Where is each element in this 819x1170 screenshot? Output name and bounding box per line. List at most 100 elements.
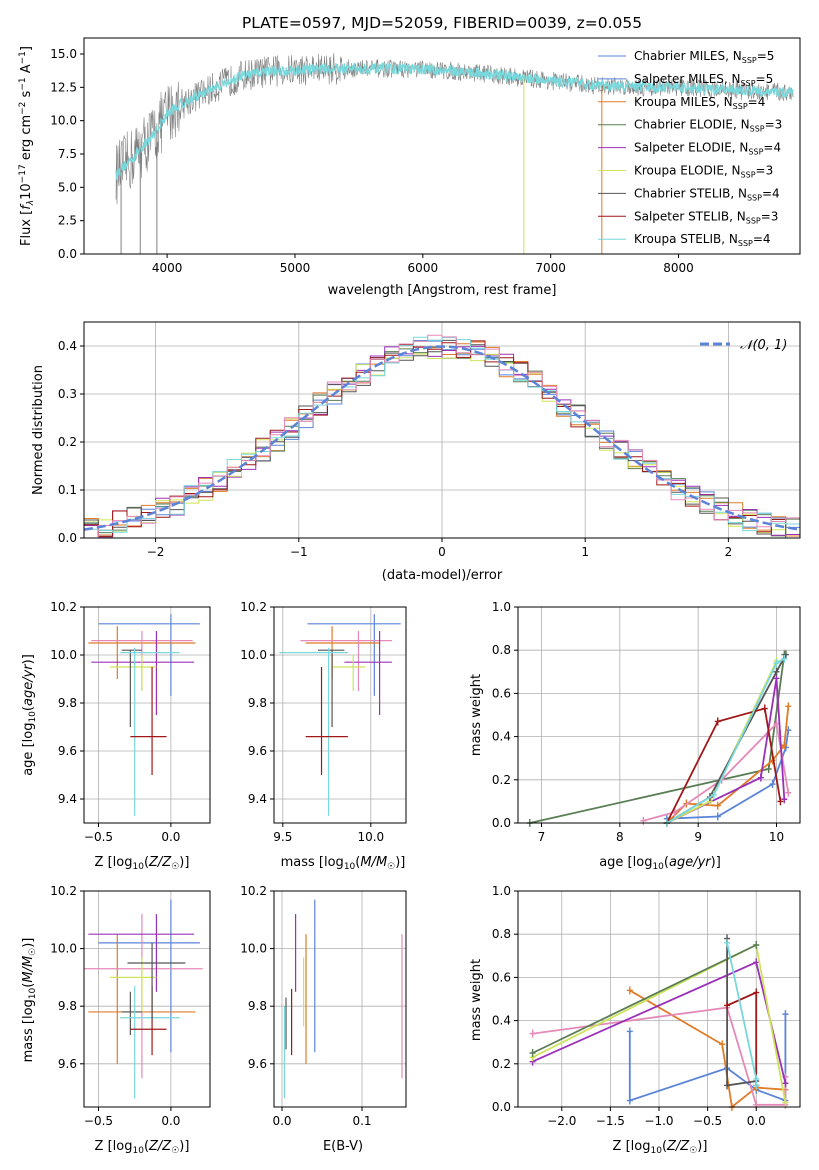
weight-point-marker: [773, 667, 780, 676]
spectrum-ytick-label: 10.0: [50, 114, 77, 128]
residuals-panel: −2 −1 0 1 2 0.0 0.1 0.2 0.3 0.4 (data-model)/erro…: [31, 321, 801, 583]
panel-ytick-label: 10.2: [240, 884, 267, 898]
panel-ytick-label: 0.4: [492, 730, 511, 744]
weight-vs-age-panel: 7 8 9 10 0.0 0.2 0.4 0.6 0.8 1.0: [492, 600, 801, 844]
panel-ytick-label: 10.0: [240, 942, 267, 956]
spectrum-legend: Chabrier MILES, NSSP=5 Salpeter MILES, NS…: [598, 49, 782, 248]
weight-point-marker: [626, 1027, 633, 1036]
weight-point-marker: [529, 1029, 536, 1038]
weight-point-marker: [781, 795, 788, 804]
legend-label: Salpeter MILES, NSSP=5: [634, 72, 773, 88]
panel-ytick-label: 9.4: [248, 792, 267, 806]
weight-series-line: [532, 944, 757, 1054]
weight-point-marker: [724, 938, 731, 947]
panel-ytick-label: 0.6: [492, 970, 511, 984]
weight-point-marker: [724, 1001, 731, 1010]
residuals-xtick-label: 2: [725, 545, 733, 559]
panel-ytick-label: 9.8: [248, 696, 267, 710]
age-vs-Z-ylabel: age [log10(age/yr)]: [21, 654, 38, 776]
weight-point-marker: [753, 1081, 760, 1090]
spectrum-ytick-label: 0.0: [58, 247, 77, 261]
weight-point-marker: [753, 941, 760, 949]
age-vs-mass-panel: 9.5 10.0 9.4 9.6 9.8 10.0 10.2: [240, 600, 407, 844]
weight-point-marker: [714, 717, 721, 726]
legend-label: Salpeter ELODIE, NSSP=4: [634, 141, 781, 157]
panel-ytick-label: 0.0: [492, 1100, 511, 1114]
weight-point-marker: [714, 812, 721, 821]
spectrum-plot-area: [115, 53, 794, 254]
mass-vs-Z-panel: −0.5 0.0 9.6 9.8 10.0 10.2: [50, 884, 211, 1128]
panel-xtick-label: 10: [769, 830, 784, 844]
weight-vs-age-ylabel: mass weight: [469, 674, 484, 756]
legend-label: Chabrier MILES, NSSP=5: [634, 49, 774, 65]
spectrum-xtick-label: 5000: [280, 261, 311, 275]
panel-frame: [83, 606, 211, 824]
panel-ytick-label: 10.2: [50, 600, 77, 614]
panel-ytick-label: 0.2: [492, 773, 511, 787]
weight-point-marker: [782, 1098, 789, 1107]
normal-curve: [83, 345, 801, 531]
weight-point-marker: [777, 797, 784, 806]
spectrum-frame: [83, 37, 801, 255]
residual-histogram: [84, 334, 800, 539]
weight-series-line: [666, 678, 786, 824]
spectrum-ytick-label: 2.5: [58, 214, 77, 228]
residual-histogram: [84, 345, 800, 538]
spectrum-xtick-label: 7000: [535, 261, 566, 275]
residuals-xtick-label: 0: [438, 545, 446, 559]
legend-label: Kroupa MILES, NSSP=4: [634, 95, 765, 111]
panel-xtick-label: 0.1: [352, 1114, 371, 1128]
weight-point-marker: [714, 801, 721, 810]
spectrum-model-line: [115, 61, 794, 181]
panel-frame: [517, 606, 801, 824]
weight-point-marker: [781, 654, 788, 663]
legend-label: Chabrier ELODIE, NSSP=3: [634, 118, 782, 134]
panel-frame: [273, 890, 407, 1108]
weight-point-marker: [781, 741, 788, 750]
spectrum-ytick-label: 12.5: [50, 80, 77, 94]
weight-series-line: [666, 658, 785, 824]
residuals-ytick-label: 0.4: [58, 339, 77, 353]
residuals-xlabel: (data-model)/error: [382, 568, 503, 583]
panel-ytick-label: 10.2: [240, 600, 267, 614]
weight-point-marker: [640, 816, 647, 825]
normal-legend-label: 𝒩(0, 1): [740, 338, 787, 353]
legend-label: Kroupa STELIB, NSSP=4: [634, 232, 771, 248]
panel-ytick-label: 9.6: [248, 1057, 267, 1071]
panel-ytick-label: 10.0: [50, 942, 77, 956]
spectrum-xtick-label: 4000: [152, 261, 183, 275]
spectrum-xlabel: wavelength [Angstrom, rest frame]: [328, 283, 557, 298]
panel-ytick-label: 0.8: [492, 643, 511, 657]
panel-xtick-label: 0.0: [161, 1114, 180, 1128]
weight-vs-age-xlabel: age [log10(age/yr)]: [599, 855, 721, 872]
residuals-ytick-label: 0.0: [58, 531, 77, 545]
weight-vs-Z-xlabel: Z [log10(Z/Z☉)]: [613, 1139, 708, 1156]
residuals-ylabel: Normed distribution: [31, 365, 46, 495]
spectrum-ytick-label: 7.5: [58, 147, 77, 161]
weight-vs-Z-ylabel: mass weight: [469, 959, 484, 1041]
panel-ytick-label: 9.8: [58, 696, 77, 710]
residuals-ytick-label: 0.1: [58, 483, 77, 497]
panel-ytick-label: 0.6: [492, 686, 511, 700]
residuals-xtick-label: 1: [581, 545, 589, 559]
residuals-ytick-label: 0.2: [58, 435, 77, 449]
panel-xtick-label: 7: [538, 830, 546, 844]
panel-xtick-label: 10.0: [357, 830, 384, 844]
weight-point-marker: [719, 1040, 726, 1049]
spectrum-panel: 4000 5000 6000 7000 8000 0.0 2.5 5.0 7.5 10.0 12.5…: [18, 37, 801, 298]
weight-series-line: [666, 660, 778, 824]
panel-ytick-label: 9.6: [58, 1057, 77, 1071]
weight-point-marker: [782, 1079, 789, 1088]
mass-vs-Z-ylabel: mass [log10(M/M☉)]: [21, 938, 38, 1063]
panel-xtick-label: 9.5: [273, 830, 292, 844]
panel-xtick-label: −0.5: [84, 830, 113, 844]
panel-ytick-label: 0.0: [492, 816, 511, 830]
weight-point-marker: [710, 790, 717, 799]
spectrum-ylabel: Flux [fλ10−17 erg cm−2 s−1 A−1]: [18, 46, 36, 246]
panel-ytick-label: 1.0: [492, 884, 511, 898]
age-vs-mass-xlabel: mass [log10(M/M☉)]: [281, 855, 406, 872]
spectrum-xtick-label: 6000: [408, 261, 439, 275]
panel-xtick-label: 0.0: [747, 1114, 766, 1128]
spectrum-xtick-label: 8000: [663, 261, 694, 275]
